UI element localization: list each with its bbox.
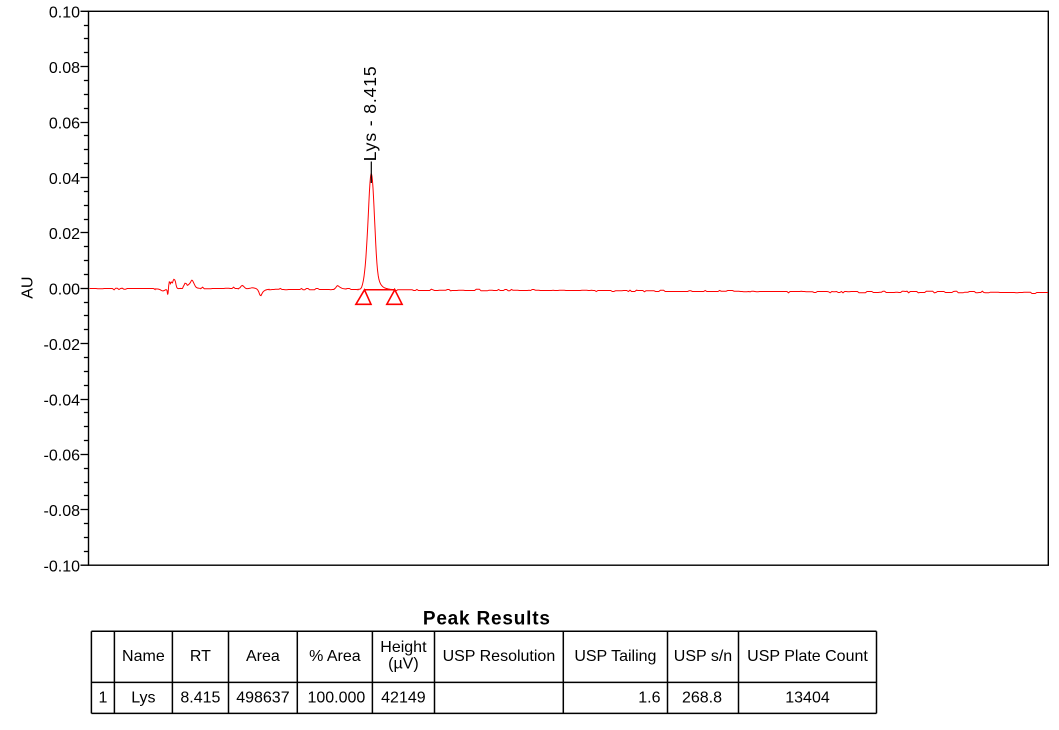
svg-text:0.00: 0.00 bbox=[49, 282, 80, 299]
svg-text:-0.06: -0.06 bbox=[44, 448, 81, 465]
svg-text:(µV): (µV) bbox=[388, 655, 419, 672]
svg-text:42149: 42149 bbox=[381, 689, 426, 706]
svg-text:0.10: 0.10 bbox=[49, 5, 80, 22]
svg-text:1.6: 1.6 bbox=[638, 689, 660, 706]
svg-text:13404: 13404 bbox=[785, 689, 830, 706]
svg-text:-0.08: -0.08 bbox=[44, 503, 81, 520]
svg-text:0.02: 0.02 bbox=[49, 226, 80, 243]
svg-text:100.000: 100.000 bbox=[307, 689, 365, 706]
svg-text:0.06: 0.06 bbox=[49, 115, 80, 132]
svg-text:Name: Name bbox=[122, 648, 165, 665]
svg-text:USP Resolution: USP Resolution bbox=[443, 648, 556, 665]
svg-text:268.8: 268.8 bbox=[682, 689, 722, 706]
svg-text:498637: 498637 bbox=[236, 689, 289, 706]
svg-text:% Area: % Area bbox=[309, 648, 361, 665]
svg-text:-0.02: -0.02 bbox=[44, 337, 81, 354]
svg-text:0.04: 0.04 bbox=[49, 171, 80, 188]
svg-text:RT: RT bbox=[190, 648, 211, 665]
svg-text:8.415: 8.415 bbox=[180, 689, 220, 706]
svg-text:Area: Area bbox=[246, 648, 280, 665]
svg-text:1: 1 bbox=[98, 689, 107, 706]
svg-text:-0.04: -0.04 bbox=[44, 392, 81, 409]
svg-text:AU: AU bbox=[19, 277, 36, 299]
svg-text:USP Tailing: USP Tailing bbox=[574, 648, 656, 665]
svg-text:Peak Results: Peak Results bbox=[423, 609, 551, 630]
svg-text:Lys - 8.415: Lys - 8.415 bbox=[360, 65, 380, 161]
svg-text:USP s/n: USP s/n bbox=[674, 648, 732, 665]
svg-text:Height: Height bbox=[380, 639, 427, 656]
svg-text:Lys: Lys bbox=[131, 689, 155, 706]
svg-text:-0.10: -0.10 bbox=[44, 559, 81, 576]
svg-text:0.08: 0.08 bbox=[49, 60, 80, 77]
svg-text:USP Plate Count: USP Plate Count bbox=[747, 648, 868, 665]
